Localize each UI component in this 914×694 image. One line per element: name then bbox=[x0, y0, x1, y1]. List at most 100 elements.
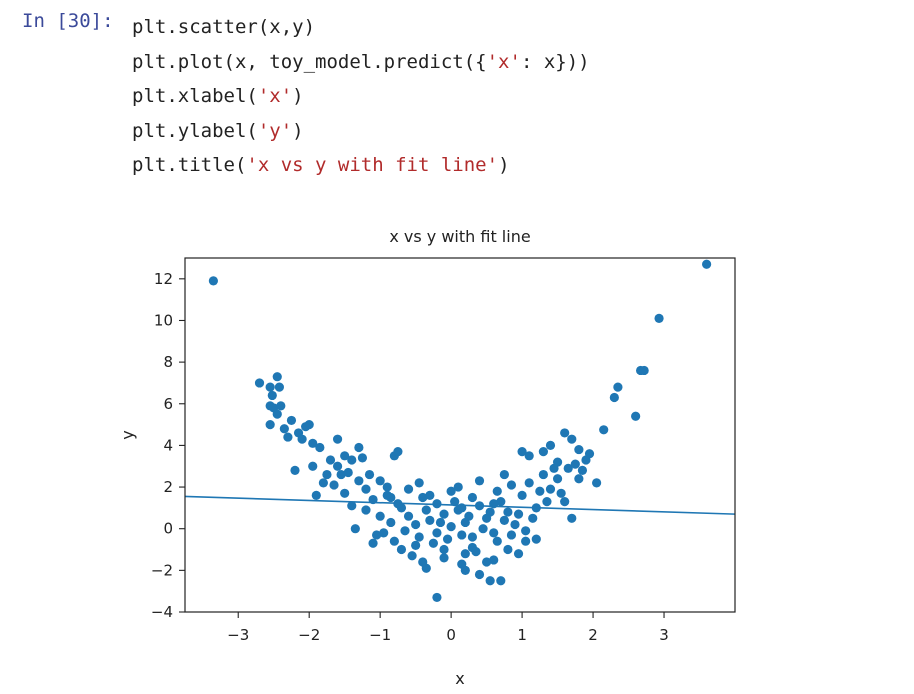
scatter-point bbox=[499, 515, 509, 525]
x-tick-label: 2 bbox=[588, 626, 598, 644]
scatter-point bbox=[418, 557, 428, 567]
scatter-point bbox=[513, 549, 524, 559]
scatter-point bbox=[513, 509, 524, 519]
scatter-point bbox=[702, 259, 712, 269]
scatter-point bbox=[567, 434, 577, 444]
scatter-point bbox=[290, 465, 300, 475]
code-token: plt.xlabel( bbox=[132, 85, 258, 107]
x-tick-label: 0 bbox=[446, 626, 456, 644]
scatter-point bbox=[400, 526, 410, 536]
scatter-point bbox=[524, 478, 534, 488]
scatter-point bbox=[432, 592, 442, 603]
scatter-point bbox=[389, 536, 399, 546]
scatter-point bbox=[492, 536, 502, 546]
scatter-point bbox=[521, 526, 531, 536]
scatter-point bbox=[322, 469, 332, 480]
scatter-point bbox=[283, 432, 293, 442]
scatter-point bbox=[499, 469, 509, 480]
scatter-point bbox=[467, 532, 478, 542]
scatter-point bbox=[439, 544, 449, 555]
cell-prompt: In [30]: bbox=[22, 10, 114, 32]
scatter-point bbox=[545, 440, 556, 451]
scatter-point bbox=[531, 534, 541, 544]
scatter-point bbox=[492, 486, 502, 496]
scatter-point bbox=[308, 461, 318, 471]
scatter-point bbox=[372, 530, 382, 540]
scatter-point bbox=[577, 465, 588, 475]
y-tick-label: 2 bbox=[163, 478, 173, 496]
scatter-point bbox=[308, 438, 318, 448]
scatter-point bbox=[421, 505, 431, 515]
scatter-point bbox=[350, 524, 360, 534]
code-token: plt.scatter(x,y) bbox=[132, 16, 316, 38]
y-tick-label: 6 bbox=[163, 395, 173, 413]
scatter-point bbox=[354, 442, 364, 453]
scatter-point bbox=[592, 478, 602, 488]
scatter-point bbox=[517, 490, 527, 500]
x-tick-label: 1 bbox=[517, 626, 527, 644]
scatter-point bbox=[361, 484, 371, 494]
scatter-point bbox=[393, 447, 403, 457]
scatter-point bbox=[453, 482, 463, 492]
scatter-point bbox=[375, 476, 385, 486]
scatter-point bbox=[485, 576, 495, 586]
scatter-point bbox=[403, 511, 414, 521]
scatter-point bbox=[379, 528, 389, 538]
scatter-point bbox=[506, 480, 517, 490]
y-tick-label: 12 bbox=[154, 270, 173, 288]
scatter-point bbox=[503, 544, 513, 555]
x-tick-label: −2 bbox=[298, 626, 320, 644]
scatter-point bbox=[521, 536, 531, 546]
code-editor[interactable]: plt.scatter(x,y) plt.plot(x, toy_model.pr… bbox=[132, 10, 590, 183]
scatter-point bbox=[265, 419, 275, 430]
scatter-point bbox=[428, 538, 438, 548]
code-token: ) bbox=[292, 119, 304, 142]
code-string-token: 'x vs y with fit line' bbox=[246, 154, 499, 176]
code-line: plt.scatter(x,y) bbox=[132, 10, 590, 45]
code-line: plt.xlabel('x') bbox=[132, 79, 590, 114]
scatter-point bbox=[467, 492, 478, 503]
scatter-point bbox=[442, 534, 453, 544]
scatter-point bbox=[435, 517, 446, 528]
scatter-point bbox=[332, 461, 343, 471]
y-tick-label: 10 bbox=[154, 311, 173, 329]
scatter-point bbox=[425, 490, 435, 500]
scatter-point bbox=[538, 447, 548, 457]
x-tick-label: −3 bbox=[227, 626, 249, 644]
scatter-point bbox=[425, 515, 435, 525]
scatter-point bbox=[489, 528, 499, 538]
y-tick-label: 4 bbox=[163, 436, 173, 454]
scatter-point bbox=[347, 455, 357, 465]
scatter-point bbox=[274, 382, 284, 392]
code-string-token: 'x' bbox=[486, 50, 521, 73]
scatter-point bbox=[332, 434, 343, 444]
scatter-point bbox=[386, 492, 396, 503]
scatter-point bbox=[517, 447, 527, 457]
scatter-point bbox=[503, 507, 513, 517]
scatter-point bbox=[631, 411, 641, 421]
scatter-point bbox=[574, 444, 584, 455]
scatter-point bbox=[414, 532, 424, 542]
x-axis-label: x bbox=[455, 669, 464, 688]
scatter-point bbox=[254, 378, 265, 388]
scatter-point bbox=[528, 513, 538, 523]
scatter-point bbox=[357, 453, 368, 463]
scatter-point bbox=[609, 392, 619, 403]
code-token: : x})) bbox=[520, 50, 590, 73]
scatter-point bbox=[368, 538, 378, 548]
scatter-point bbox=[489, 555, 499, 565]
scatter-point bbox=[375, 511, 385, 521]
code-token: plt.title( bbox=[132, 154, 247, 176]
code-token: ) bbox=[498, 154, 510, 176]
y-axis-label: y bbox=[118, 430, 137, 439]
scatter-point bbox=[361, 505, 371, 515]
scatter-point bbox=[276, 401, 286, 411]
scatter-point bbox=[329, 480, 339, 490]
scatter-point bbox=[450, 497, 460, 507]
code-token: plt.plot(x, toy_model.predict({ bbox=[132, 50, 487, 73]
scatter-point bbox=[418, 492, 428, 503]
code-string-token: 'x' bbox=[257, 85, 293, 107]
scatter-point bbox=[524, 451, 534, 461]
scatter-point bbox=[474, 569, 485, 580]
scatter-point bbox=[552, 474, 563, 484]
